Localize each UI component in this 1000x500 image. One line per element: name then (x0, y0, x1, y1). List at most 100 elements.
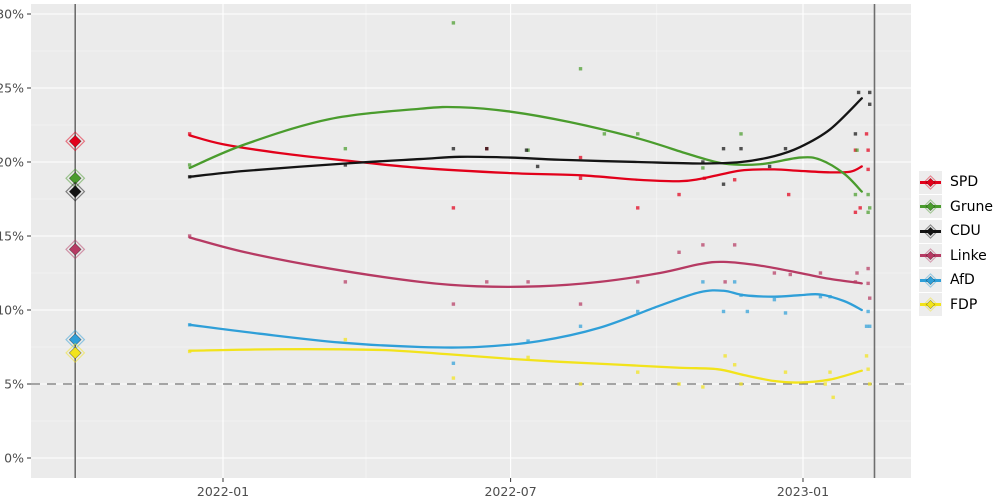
poll-point (772, 271, 777, 275)
election-marker-outer-diamond-icon (65, 168, 86, 189)
poll-point (701, 385, 705, 389)
poll-point (828, 370, 832, 374)
poll-point (677, 192, 681, 197)
legend-key (919, 219, 942, 243)
poll-point (343, 146, 348, 151)
election-marker-inner-diamond-icon (68, 171, 82, 185)
poll-point (739, 132, 743, 136)
poll-point (866, 167, 870, 172)
poll-point (677, 382, 681, 386)
legend-label: SPD (950, 174, 979, 191)
poll-point (732, 243, 737, 247)
poll-point (343, 280, 348, 284)
y-axis-tick-label: 15% (0, 229, 24, 244)
poll-point (636, 206, 640, 210)
poll-point (818, 271, 823, 275)
poll-point (187, 132, 192, 136)
poll-point (786, 192, 791, 197)
election-marker-outer-diamond-icon (65, 239, 86, 260)
legend-item-afd: AfD (919, 268, 993, 293)
poll-point (864, 354, 869, 358)
poll-point (701, 280, 705, 284)
legend-label: Linke (950, 247, 987, 264)
y-axis-tick-label: 30% (0, 7, 24, 22)
election-result-marker-spd (65, 131, 86, 152)
election-marker-outer-diamond-icon (65, 342, 86, 363)
poll-point (767, 164, 772, 169)
poll-point (526, 280, 530, 284)
x-axis-tick-label: 2023-01 (777, 484, 829, 499)
x-axis-tick-label: 2022-01 (197, 484, 249, 499)
election-marker-inner-diamond-icon (68, 242, 82, 256)
y-axis-tick-label: 20% (0, 155, 24, 170)
poll-point (524, 148, 529, 152)
legend-diamond-line-icon (920, 297, 941, 313)
poll-point (723, 354, 727, 358)
election-marker-inner-diamond-icon (68, 134, 82, 148)
poll-point (868, 324, 872, 328)
poll-point (739, 146, 743, 151)
poll-point (732, 363, 737, 367)
poll-point (866, 192, 870, 197)
legend-item-fdp: FDP (919, 293, 993, 318)
poll-point (732, 280, 737, 284)
poll-point (451, 302, 456, 306)
poll-point (485, 146, 489, 151)
poll-point (783, 311, 788, 315)
poll-point (853, 210, 858, 215)
poll-point (526, 339, 530, 343)
poll-point (721, 309, 726, 314)
poll-point (866, 148, 870, 152)
legend-item-grune: Grune (919, 195, 993, 220)
poll-point (745, 309, 750, 314)
poll-point (783, 146, 788, 151)
legend-diamond-line-icon (920, 199, 941, 215)
election-marker-inner-diamond-icon (68, 185, 82, 199)
poll-point (526, 355, 530, 360)
poll-point (578, 302, 583, 306)
trend-line-spd (188, 134, 863, 183)
poll-point (723, 280, 727, 284)
election-marker-inner-diamond-icon (68, 333, 82, 347)
legend-diamond-line-icon (920, 174, 941, 190)
poll-point (853, 132, 858, 136)
election-marker-outer-diamond-icon (65, 181, 86, 202)
poll-point (783, 370, 788, 374)
trend-line-fdp (188, 348, 863, 384)
poll-point (868, 90, 872, 95)
election-marker-outer-diamond-icon (65, 329, 86, 350)
legend-item-cdu: CDU (919, 219, 993, 244)
poll-point (721, 182, 726, 186)
poll-point (818, 294, 823, 299)
election-result-marker-grune (65, 168, 86, 189)
poll-point (451, 376, 456, 380)
poll-point (602, 132, 607, 136)
poll-point (451, 361, 456, 365)
election-result-marker-fdp (65, 342, 86, 363)
poll-point (853, 192, 858, 197)
poll-points-linke (187, 234, 872, 306)
poll-point (721, 146, 726, 151)
legend-diamond-line-icon (920, 248, 941, 264)
poll-point (343, 163, 348, 167)
poll-point (831, 395, 835, 400)
poll-point (451, 146, 456, 151)
poll-point (535, 164, 540, 169)
axes: 0% 5% 10% 15% 20% 25% 30% 2022-01 2022-07 2023-01 (0, 7, 829, 500)
poll-point (866, 367, 870, 371)
poll-point (866, 210, 870, 215)
poll-point (855, 148, 859, 152)
plot-panel (31, 4, 911, 478)
y-axis-tick-label: 0% (4, 451, 24, 466)
legend-label: CDU (950, 223, 981, 240)
election-result-marker-linke (65, 239, 86, 260)
poll-point (578, 67, 583, 71)
legend-key (919, 268, 942, 292)
legend-key (919, 195, 942, 219)
poll-point (636, 370, 640, 374)
poll-point (864, 132, 869, 136)
y-axis-tick-label: 25% (0, 81, 24, 96)
poll-point (868, 102, 872, 106)
poll-point (187, 234, 192, 238)
legend-item-linke: Linke (919, 244, 993, 269)
